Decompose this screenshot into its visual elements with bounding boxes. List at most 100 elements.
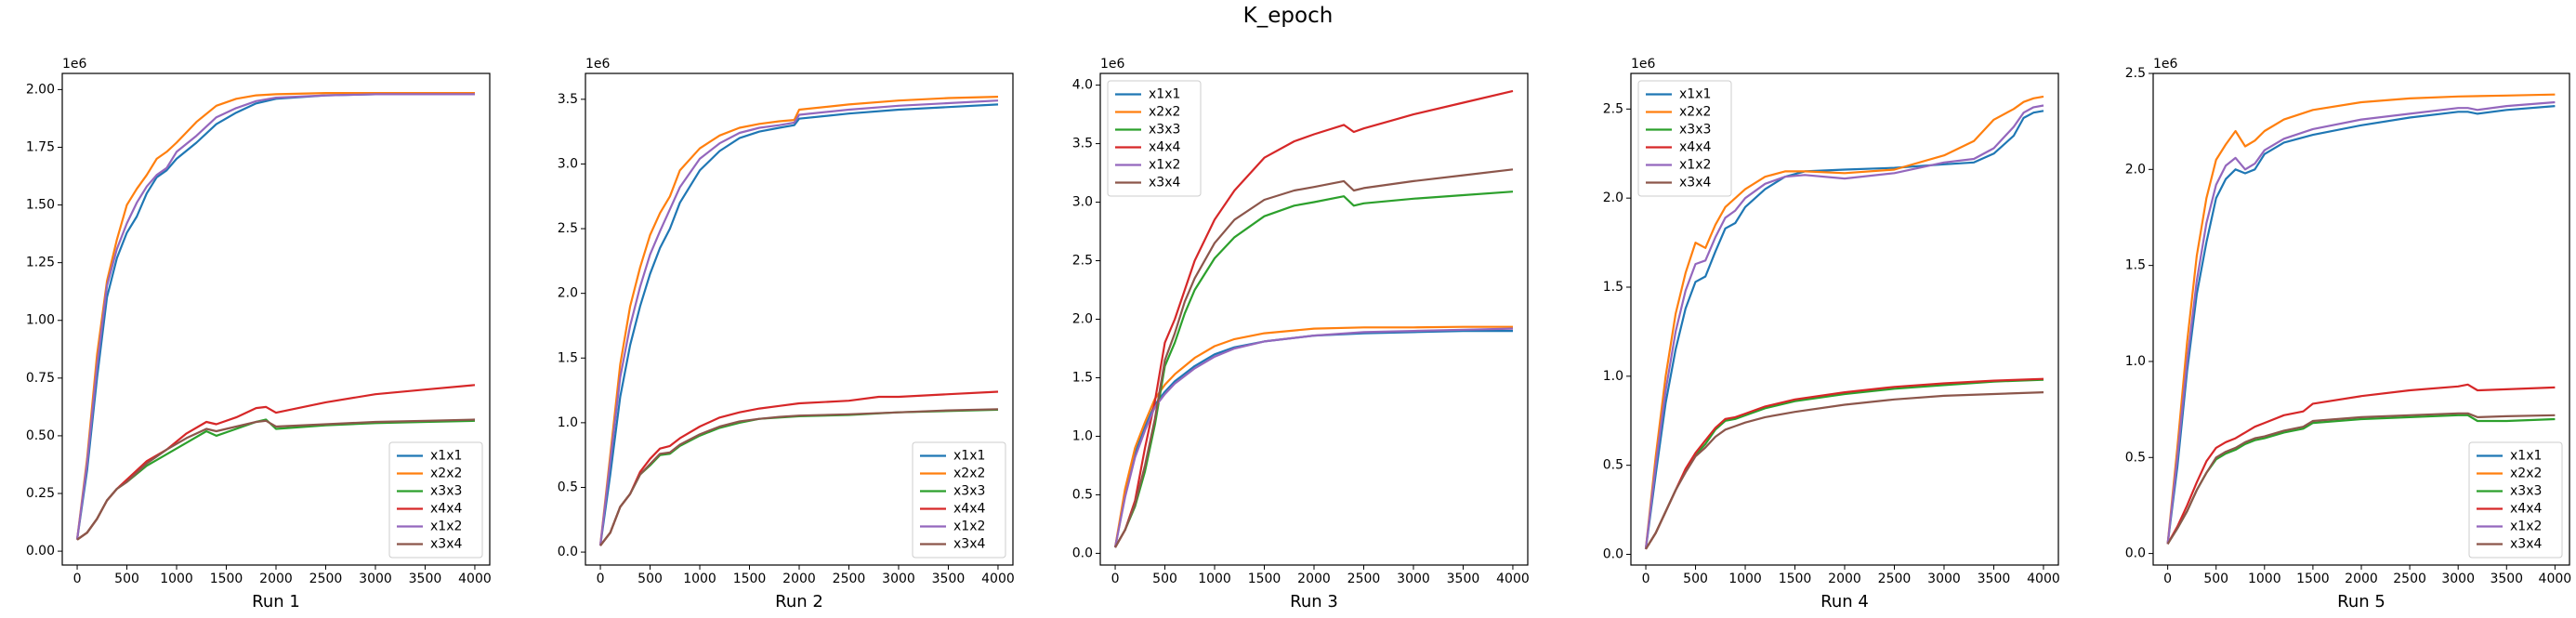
- legend-box: [912, 441, 1006, 559]
- series-group: [598, 96, 999, 546]
- series-line-x4x4: [1114, 89, 1514, 548]
- y-tick-label: 4.0: [1072, 78, 1093, 93]
- y-tick-label: 0.5: [1072, 487, 1093, 502]
- y-tick-label: 1.00: [26, 313, 55, 328]
- series-line-x2x2: [2166, 93, 2556, 545]
- x-tick-label: 500: [114, 572, 139, 586]
- y-tick-label: 1.0: [1072, 428, 1093, 443]
- y-offset-text: 1e6: [1631, 57, 1656, 72]
- legend-box: [2468, 441, 2563, 559]
- y-tick-label: 1.0: [1603, 369, 1623, 384]
- y-tick-label: 2.00: [26, 82, 55, 97]
- x-tick-label: 3000: [2441, 572, 2475, 586]
- series-line-x1x2: [598, 99, 999, 546]
- y-tick-label: 1.25: [26, 256, 55, 270]
- series-line-x1x2: [2166, 100, 2556, 545]
- series-line-x1x1: [2166, 105, 2556, 545]
- series-group: [2166, 93, 2556, 545]
- x-tick-label: 1000: [160, 572, 193, 586]
- x-tick-label: 0: [2163, 572, 2172, 586]
- x-axis-label: Run 1: [252, 592, 300, 611]
- legend-label: x1x1: [430, 449, 462, 464]
- x-tick-label: 4000: [981, 572, 1015, 586]
- x-tick-label: 1000: [2248, 572, 2281, 586]
- legend-label: x4x4: [953, 502, 985, 517]
- legend-label: x2x2: [2510, 467, 2542, 481]
- x-tick-label: 500: [1152, 572, 1177, 586]
- legend-label: x2x2: [1679, 105, 1711, 120]
- legend-label: x3x3: [1149, 123, 1180, 138]
- y-tick-label: 2.5: [1072, 254, 1093, 269]
- x-tick-label: 2500: [2393, 572, 2426, 586]
- legend-label: x3x4: [1679, 176, 1711, 191]
- x-tick-label: 1500: [2296, 572, 2330, 586]
- x-tick-label: 3500: [409, 572, 442, 586]
- legend-box: [388, 441, 483, 559]
- x-tick-label: 1500: [1779, 572, 1812, 586]
- x-tick-label: 500: [637, 572, 663, 586]
- legend: x1x1 x2x2 x3x3 x4x4 x1x2 x3x4: [1637, 80, 1732, 197]
- x-tick-label: 3500: [1978, 572, 2011, 586]
- y-tick-label: 1.5: [1603, 280, 1623, 295]
- chart-panel-5: 0 500 1000 1500 2000 2500 3000 3500 4000 0.0 0.5 1.…: [2125, 57, 2571, 611]
- y-tick-label: 3.0: [1072, 195, 1093, 210]
- x-tick-label: 3500: [932, 572, 966, 586]
- legend-label: x1x2: [430, 519, 462, 534]
- x-tick-label: 2500: [1347, 572, 1381, 586]
- legend-label: x3x4: [1149, 176, 1180, 191]
- chart-panel-4: 0 500 1000 1500 2000 2500 3000 3500 4000 0.0 0.5 1.…: [1603, 57, 2060, 611]
- series-line-x1x2: [75, 93, 475, 540]
- series-line-x3x4: [599, 408, 999, 546]
- x-tick-label: 1500: [733, 572, 767, 586]
- x-axis-label: Run 2: [775, 592, 823, 611]
- y-tick-label: 2.5: [558, 221, 578, 236]
- legend-label: x4x4: [1149, 140, 1180, 155]
- x-tick-label: 4000: [458, 572, 492, 586]
- x-tick-label: 4000: [1496, 572, 1530, 586]
- y-tick-label: 0.0: [1603, 547, 1623, 562]
- series-line-x1x1: [1644, 110, 2044, 549]
- y-tick-label: 1.0: [558, 415, 578, 430]
- y-tick-label: 0.0: [558, 545, 578, 559]
- x-tick-label: 2000: [1828, 572, 1861, 586]
- series-line-x1x2: [1644, 104, 2044, 549]
- series-line-x1x1: [598, 103, 999, 546]
- legend-label: x1x1: [1679, 87, 1711, 102]
- chart-panel-3: 0 500 1000 1500 2000 2500 3000 3500 4000 0.0 0.5 1.…: [1072, 57, 1530, 611]
- y-tick-label: 3.0: [558, 156, 578, 171]
- x-tick-label: 2500: [309, 572, 343, 586]
- chart-panel-1: 0 500 1000 1500 2000 2500 3000 3500 4000 0.00 0.25…: [26, 57, 492, 611]
- series-line-x4x4: [2166, 383, 2556, 545]
- series-line-x1x1: [1113, 330, 1513, 548]
- legend-label: x3x4: [953, 537, 985, 552]
- y-tick-label: 0.25: [26, 486, 55, 501]
- legend-label: x1x1: [2510, 449, 2542, 464]
- series-line-x3x4: [1645, 391, 2044, 550]
- x-tick-label: 0: [1642, 572, 1650, 586]
- x-tick-label: 0: [73, 572, 82, 586]
- y-tick-label: 2.0: [1072, 312, 1093, 327]
- series-line-x2x2: [598, 96, 999, 546]
- x-tick-label: 2500: [833, 572, 866, 586]
- figure-title: K_epoch: [1242, 4, 1334, 28]
- x-tick-label: 1500: [210, 572, 243, 586]
- legend-label: x4x4: [1679, 140, 1711, 155]
- series-line-x2x2: [1644, 95, 2044, 549]
- y-tick-label: 0.75: [26, 371, 55, 386]
- series-line-x2x2: [1113, 325, 1513, 548]
- y-tick-label: 0.50: [26, 428, 55, 443]
- x-tick-label: 2500: [1878, 572, 1912, 586]
- series-line-x2x2: [75, 91, 475, 540]
- series-group: [1113, 89, 1514, 548]
- y-tick-label: 0.5: [1603, 458, 1623, 473]
- y-tick-label: 2.5: [2125, 66, 2146, 81]
- y-tick-label: 1.5: [558, 350, 578, 365]
- legend-label: x3x4: [2510, 537, 2542, 552]
- x-tick-label: 2000: [782, 572, 816, 586]
- y-tick-label: 2.5: [1603, 101, 1623, 116]
- legend-label: x4x4: [2510, 502, 2542, 517]
- y-tick-label: 2.0: [558, 286, 578, 301]
- x-tick-label: 0: [1111, 572, 1120, 586]
